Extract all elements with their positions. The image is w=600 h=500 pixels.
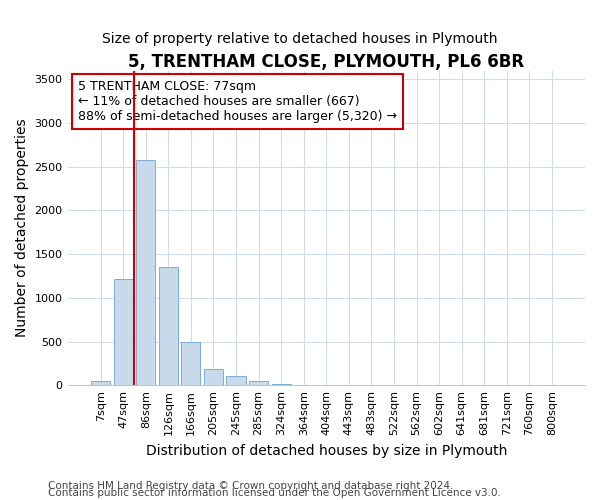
Text: Contains public sector information licensed under the Open Government Licence v3: Contains public sector information licen… [48,488,501,498]
Bar [113,278,133,386]
Text: 5 TRENTHAM CLOSE: 77sqm
← 11% of detached houses are smaller (667)
88% of semi-d: 5 TRENTHAM CLOSE: 77sqm ← 11% of detache… [78,80,397,123]
Bar [136,160,155,386]
Text: Size of property relative to detached houses in Plymouth: Size of property relative to detached ho… [102,32,498,46]
Bar [181,342,200,386]
Bar [249,381,268,386]
Bar [159,268,178,386]
Bar [204,368,223,386]
Bar [91,381,110,386]
Bar [226,376,245,386]
Bar [272,384,291,386]
X-axis label: Distribution of detached houses by size in Plymouth: Distribution of detached houses by size … [146,444,507,458]
Text: Contains HM Land Registry data © Crown copyright and database right 2024.: Contains HM Land Registry data © Crown c… [48,481,454,491]
Y-axis label: Number of detached properties: Number of detached properties [15,118,29,337]
Title: 5, TRENTHAM CLOSE, PLYMOUTH, PL6 6BR: 5, TRENTHAM CLOSE, PLYMOUTH, PL6 6BR [128,52,524,70]
